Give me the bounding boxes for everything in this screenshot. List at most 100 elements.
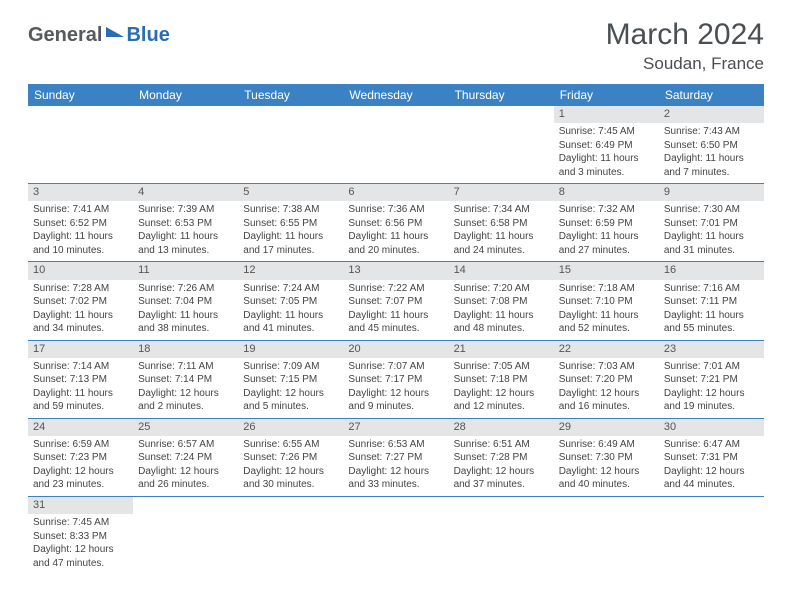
calendar-day-cell: 19Sunrise: 7:09 AMSunset: 7:15 PMDayligh… [238,340,343,418]
day-number: 4 [133,184,238,201]
day-number [659,497,764,501]
day-details: Sunrise: 7:36 AMSunset: 6:56 PMDaylight:… [343,201,448,261]
calendar-day-cell: 6Sunrise: 7:36 AMSunset: 6:56 PMDaylight… [343,184,448,262]
calendar-day-cell: 4Sunrise: 7:39 AMSunset: 6:53 PMDaylight… [133,184,238,262]
calendar-day-cell: 17Sunrise: 7:14 AMSunset: 7:13 PMDayligh… [28,340,133,418]
calendar-day-cell: 24Sunrise: 6:59 AMSunset: 7:23 PMDayligh… [28,418,133,496]
day-details: Sunrise: 7:11 AMSunset: 7:14 PMDaylight:… [133,358,238,418]
day-number: 16 [659,262,764,279]
day-number: 20 [343,341,448,358]
calendar-day-cell: 1Sunrise: 7:45 AMSunset: 6:49 PMDaylight… [554,106,659,184]
day-number: 27 [343,419,448,436]
day-details: Sunrise: 6:55 AMSunset: 7:26 PMDaylight:… [238,436,343,496]
calendar-day-cell: 16Sunrise: 7:16 AMSunset: 7:11 PMDayligh… [659,262,764,340]
calendar-day-cell [449,106,554,184]
calendar-day-cell: 8Sunrise: 7:32 AMSunset: 6:59 PMDaylight… [554,184,659,262]
brand-sail-icon [106,27,124,37]
location-label: Soudan, France [606,54,764,74]
day-number: 25 [133,419,238,436]
calendar-day-cell: 22Sunrise: 7:03 AMSunset: 7:20 PMDayligh… [554,340,659,418]
calendar-week-row: 3Sunrise: 7:41 AMSunset: 6:52 PMDaylight… [28,184,764,262]
day-details: Sunrise: 6:53 AMSunset: 7:27 PMDaylight:… [343,436,448,496]
day-number: 6 [343,184,448,201]
day-number: 10 [28,262,133,279]
calendar-day-cell: 26Sunrise: 6:55 AMSunset: 7:26 PMDayligh… [238,418,343,496]
day-number: 1 [554,106,659,123]
day-details: Sunrise: 6:59 AMSunset: 7:23 PMDaylight:… [28,436,133,496]
calendar-day-cell: 30Sunrise: 6:47 AMSunset: 7:31 PMDayligh… [659,418,764,496]
calendar-day-cell: 12Sunrise: 7:24 AMSunset: 7:05 PMDayligh… [238,262,343,340]
day-number: 5 [238,184,343,201]
calendar-day-cell [554,496,659,574]
day-details: Sunrise: 7:20 AMSunset: 7:08 PMDaylight:… [449,280,554,340]
calendar-day-cell: 11Sunrise: 7:26 AMSunset: 7:04 PMDayligh… [133,262,238,340]
brand-logo: General Blue [28,18,170,47]
day-number: 24 [28,419,133,436]
calendar-day-cell [238,496,343,574]
day-number [133,497,238,501]
calendar-day-cell: 21Sunrise: 7:05 AMSunset: 7:18 PMDayligh… [449,340,554,418]
calendar-day-cell: 3Sunrise: 7:41 AMSunset: 6:52 PMDaylight… [28,184,133,262]
calendar-week-row: 31Sunrise: 7:45 AMSunset: 8:33 PMDayligh… [28,496,764,574]
weekday-header: Tuesday [238,84,343,106]
calendar-day-cell: 28Sunrise: 6:51 AMSunset: 7:28 PMDayligh… [449,418,554,496]
day-details: Sunrise: 6:47 AMSunset: 7:31 PMDaylight:… [659,436,764,496]
calendar-day-cell: 10Sunrise: 7:28 AMSunset: 7:02 PMDayligh… [28,262,133,340]
day-number [238,497,343,501]
day-number [554,497,659,501]
day-details: Sunrise: 7:41 AMSunset: 6:52 PMDaylight:… [28,201,133,261]
day-number: 21 [449,341,554,358]
calendar-day-cell: 9Sunrise: 7:30 AMSunset: 7:01 PMDaylight… [659,184,764,262]
calendar-day-cell: 27Sunrise: 6:53 AMSunset: 7:27 PMDayligh… [343,418,448,496]
day-details: Sunrise: 7:30 AMSunset: 7:01 PMDaylight:… [659,201,764,261]
day-details: Sunrise: 7:32 AMSunset: 6:59 PMDaylight:… [554,201,659,261]
day-number: 13 [343,262,448,279]
day-number: 8 [554,184,659,201]
calendar-day-cell [28,106,133,184]
weekday-header: Saturday [659,84,764,106]
calendar-table: SundayMondayTuesdayWednesdayThursdayFrid… [28,84,764,574]
weekday-header: Friday [554,84,659,106]
day-number: 9 [659,184,764,201]
day-number: 23 [659,341,764,358]
weekday-header: Sunday [28,84,133,106]
brand-part2: Blue [126,24,169,47]
weekday-header: Monday [133,84,238,106]
day-number: 31 [28,497,133,514]
weekday-header: Wednesday [343,84,448,106]
calendar-day-cell [238,106,343,184]
day-details: Sunrise: 7:34 AMSunset: 6:58 PMDaylight:… [449,201,554,261]
calendar-day-cell [659,496,764,574]
day-number: 18 [133,341,238,358]
day-details: Sunrise: 7:28 AMSunset: 7:02 PMDaylight:… [28,280,133,340]
day-number: 14 [449,262,554,279]
day-number [343,497,448,501]
day-number: 11 [133,262,238,279]
day-details: Sunrise: 6:57 AMSunset: 7:24 PMDaylight:… [133,436,238,496]
day-details: Sunrise: 7:07 AMSunset: 7:17 PMDaylight:… [343,358,448,418]
calendar-week-row: 10Sunrise: 7:28 AMSunset: 7:02 PMDayligh… [28,262,764,340]
calendar-week-row: 17Sunrise: 7:14 AMSunset: 7:13 PMDayligh… [28,340,764,418]
calendar-day-cell [343,106,448,184]
day-details: Sunrise: 7:22 AMSunset: 7:07 PMDaylight:… [343,280,448,340]
day-number [28,106,133,110]
calendar-week-row: 1Sunrise: 7:45 AMSunset: 6:49 PMDaylight… [28,106,764,184]
calendar-day-cell: 20Sunrise: 7:07 AMSunset: 7:17 PMDayligh… [343,340,448,418]
calendar-day-cell: 15Sunrise: 7:18 AMSunset: 7:10 PMDayligh… [554,262,659,340]
day-details: Sunrise: 7:38 AMSunset: 6:55 PMDaylight:… [238,201,343,261]
calendar-day-cell [449,496,554,574]
day-number [449,497,554,501]
day-details: Sunrise: 7:45 AMSunset: 6:49 PMDaylight:… [554,123,659,183]
title-block: March 2024 Soudan, France [606,18,764,74]
calendar-day-cell: 25Sunrise: 6:57 AMSunset: 7:24 PMDayligh… [133,418,238,496]
calendar-day-cell [343,496,448,574]
day-details: Sunrise: 7:45 AMSunset: 8:33 PMDaylight:… [28,514,133,574]
month-title: March 2024 [606,18,764,52]
day-details: Sunrise: 7:09 AMSunset: 7:15 PMDaylight:… [238,358,343,418]
day-details: Sunrise: 7:43 AMSunset: 6:50 PMDaylight:… [659,123,764,183]
day-number [343,106,448,110]
day-details: Sunrise: 7:14 AMSunset: 7:13 PMDaylight:… [28,358,133,418]
day-number [133,106,238,110]
calendar-day-cell: 2Sunrise: 7:43 AMSunset: 6:50 PMDaylight… [659,106,764,184]
day-number: 17 [28,341,133,358]
